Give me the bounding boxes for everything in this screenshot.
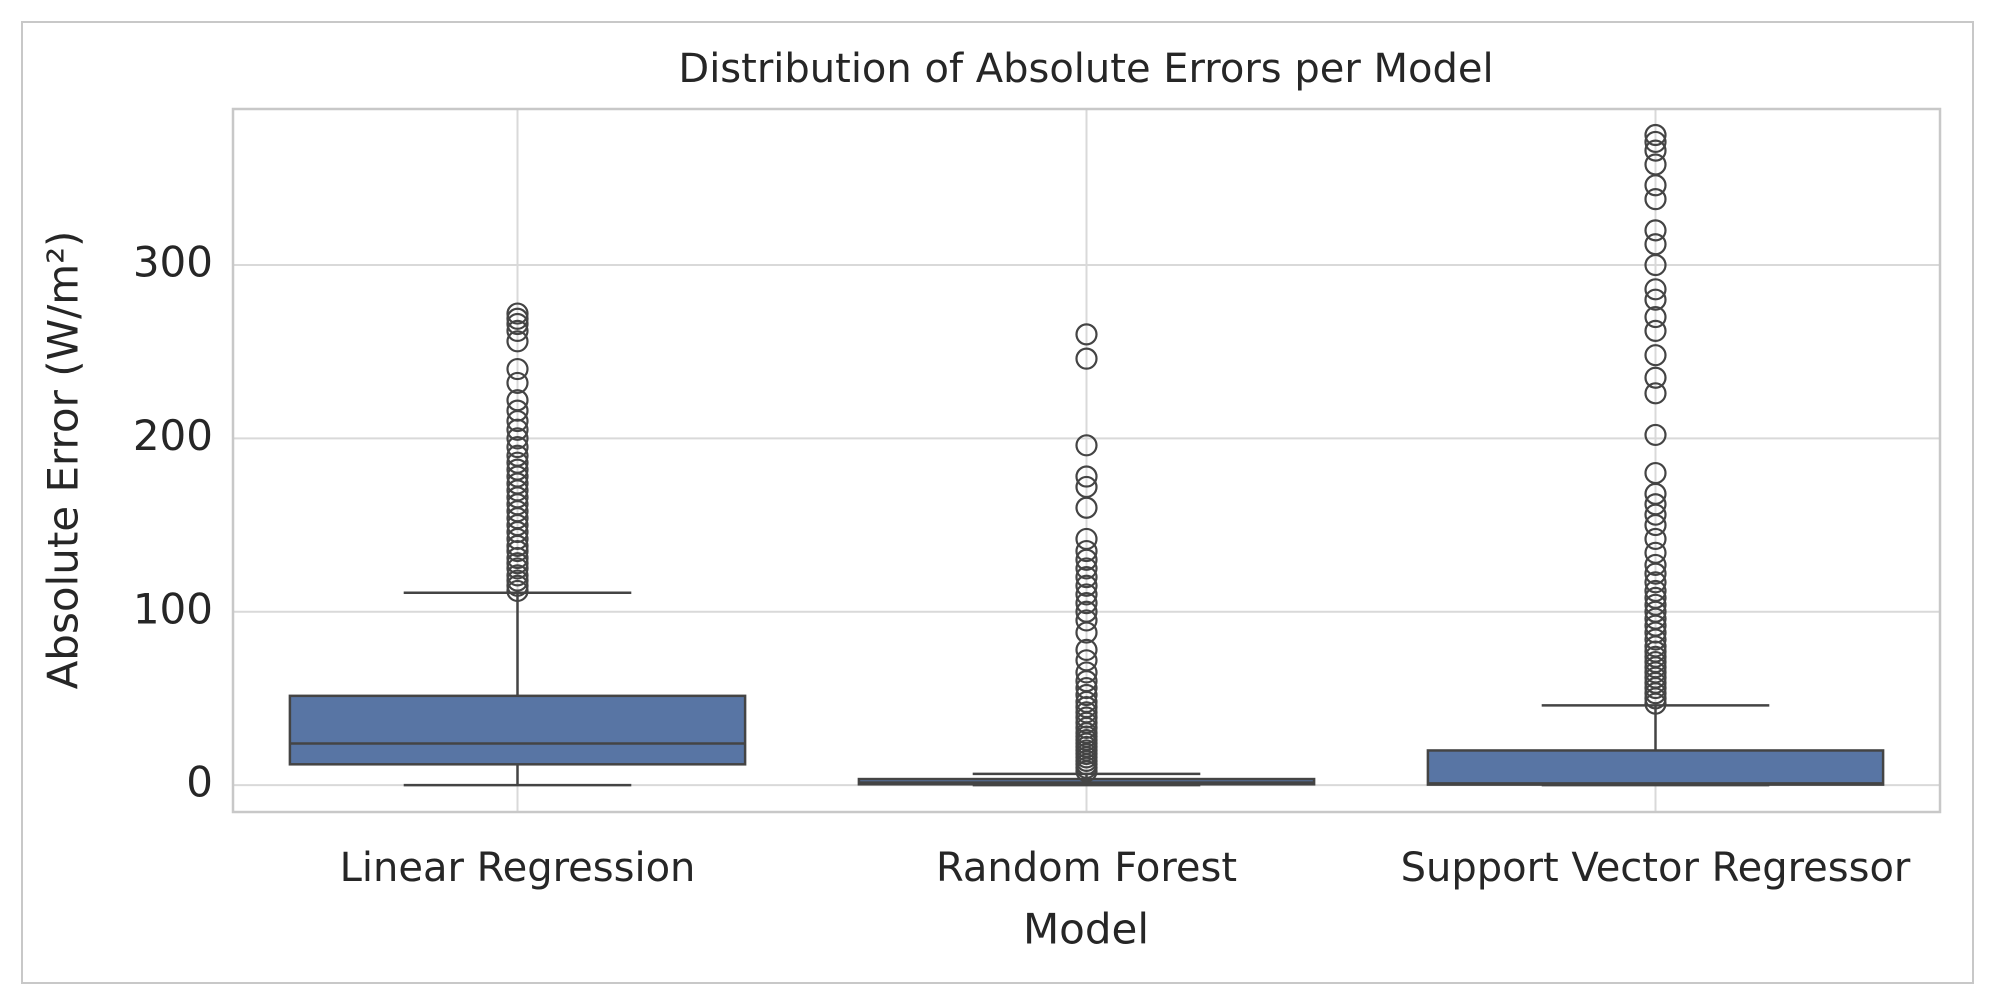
outlier — [506, 552, 529, 575]
outlier — [1075, 565, 1098, 589]
outlier — [1644, 153, 1667, 176]
y-axis-label: Absolute Error (W/m²) — [39, 231, 88, 690]
outlier — [1075, 591, 1098, 615]
outlier — [506, 564, 529, 587]
outlier — [1644, 579, 1667, 603]
outlier — [1644, 461, 1667, 485]
frame — [21, 21, 1974, 984]
outlier — [506, 427, 529, 450]
outlier — [1644, 553, 1667, 577]
outlier — [506, 569, 529, 592]
outlier — [1644, 645, 1667, 668]
outlier — [1644, 344, 1667, 367]
outlier — [506, 389, 529, 412]
outlier — [506, 302, 529, 325]
outlier — [506, 307, 529, 330]
outlier — [1075, 475, 1098, 499]
outlier — [1644, 493, 1667, 516]
outlier — [1075, 465, 1098, 488]
outlier — [506, 435, 529, 459]
outlier — [1075, 574, 1098, 597]
outlier — [506, 451, 529, 474]
outlier — [1075, 676, 1098, 700]
outlier — [1644, 139, 1667, 162]
outlier — [506, 574, 529, 597]
outlier — [1644, 130, 1667, 154]
y-tick-label: 100 — [133, 584, 213, 633]
outlier — [1644, 188, 1667, 211]
outlier — [1644, 305, 1667, 329]
outlier — [1644, 382, 1667, 405]
chart-title: Distribution of Absolute Errors per Mode… — [678, 46, 1493, 92]
outlier — [1644, 233, 1667, 256]
outlier — [506, 399, 529, 422]
outlier — [506, 330, 529, 353]
box — [288, 694, 747, 766]
outlier — [1644, 278, 1667, 301]
outlier — [1075, 347, 1098, 370]
outlier — [1644, 541, 1667, 564]
outlier — [1644, 288, 1667, 311]
outlier — [506, 557, 529, 580]
y-tick-label: 200 — [133, 411, 213, 460]
outlier — [1075, 706, 1098, 729]
y-tick-label: 300 — [133, 238, 213, 287]
outlier — [1075, 583, 1098, 606]
outlier — [1644, 319, 1667, 343]
outlier — [1075, 661, 1098, 684]
x-tick-label: Random Forest — [936, 845, 1237, 891]
outlier — [1075, 527, 1098, 551]
outlier — [1075, 539, 1098, 563]
outlier — [1075, 600, 1098, 623]
outlier — [1644, 593, 1667, 616]
outlier — [1075, 638, 1098, 662]
outlier — [1644, 123, 1667, 147]
outlier — [1075, 434, 1098, 457]
box — [1426, 749, 1885, 786]
outlier — [1075, 557, 1098, 580]
y-tick-label: 0 — [186, 758, 213, 807]
outlier — [506, 458, 529, 481]
outlier — [1644, 527, 1667, 551]
outlier — [506, 444, 529, 467]
outlier — [1644, 366, 1667, 389]
outlier — [506, 371, 529, 395]
outlier — [506, 579, 529, 603]
outlier — [506, 319, 529, 343]
outlier — [1075, 323, 1098, 346]
outlier — [1644, 650, 1667, 674]
outlier — [1644, 423, 1667, 447]
plot-border — [231, 107, 1942, 814]
x-tick-label: Support Vector Regressor — [1401, 845, 1911, 891]
outlier — [1644, 219, 1667, 242]
outlier — [1644, 571, 1667, 594]
x-axis-label: Model — [1023, 905, 1149, 954]
outlier — [1644, 586, 1667, 609]
outlier — [1075, 683, 1098, 707]
outlier — [1075, 609, 1098, 632]
x-tick-label: Linear Regression — [340, 845, 696, 891]
outlier — [1075, 649, 1098, 672]
outlier — [506, 357, 529, 381]
outlier — [506, 312, 529, 336]
outlier — [1075, 701, 1098, 724]
